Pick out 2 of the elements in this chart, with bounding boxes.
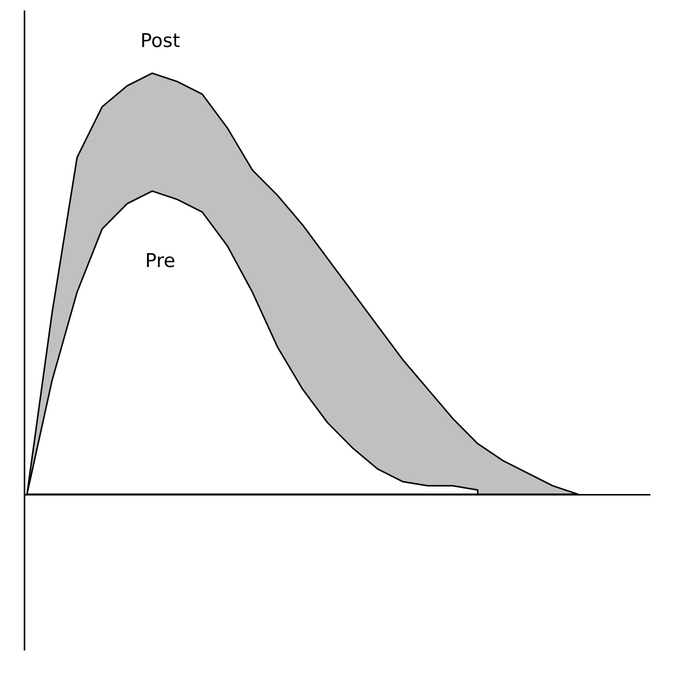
series-label: Post (140, 30, 180, 52)
series-label: Pre (145, 250, 176, 272)
